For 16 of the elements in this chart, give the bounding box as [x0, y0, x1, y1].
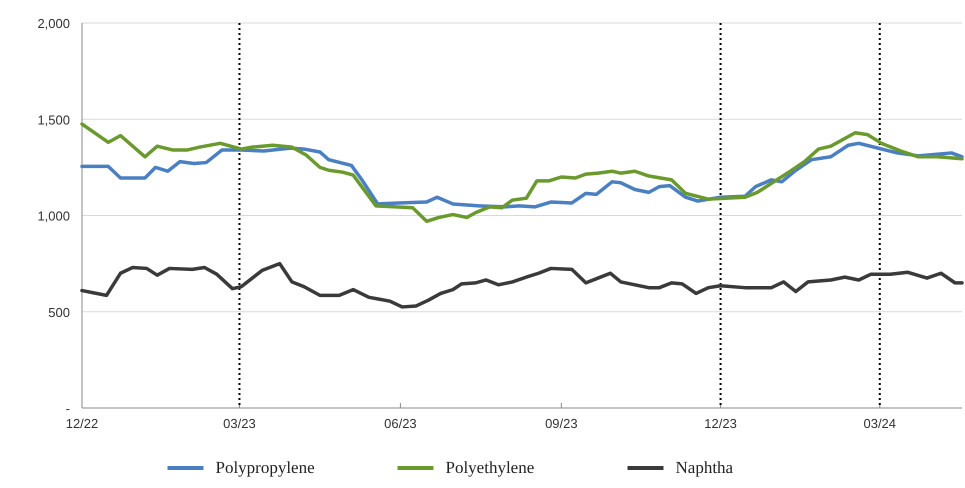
- x-tick-label: 03/23: [223, 416, 256, 431]
- y-tick-label: 1,500: [37, 112, 70, 128]
- line-series: [80, 122, 964, 224]
- legend-label: Naphtha: [676, 458, 734, 477]
- y-tick-label: 2,000: [37, 16, 70, 31]
- line-series: [80, 262, 964, 309]
- x-tick-label: 09/23: [545, 416, 578, 431]
- x-tick-label: 12/22: [66, 416, 98, 431]
- y-tick-label: 500: [48, 304, 70, 320]
- legend-label: Polyethylene: [446, 458, 534, 477]
- x-tick-label: 06/23: [384, 416, 417, 431]
- x-tick-label: 12/23: [704, 416, 737, 431]
- y-tick-label: -: [66, 401, 70, 416]
- legend-label: Polypropylene: [216, 458, 315, 477]
- y-tick-label: 1,000: [37, 208, 70, 224]
- x-tick-label: 03/24: [864, 416, 896, 431]
